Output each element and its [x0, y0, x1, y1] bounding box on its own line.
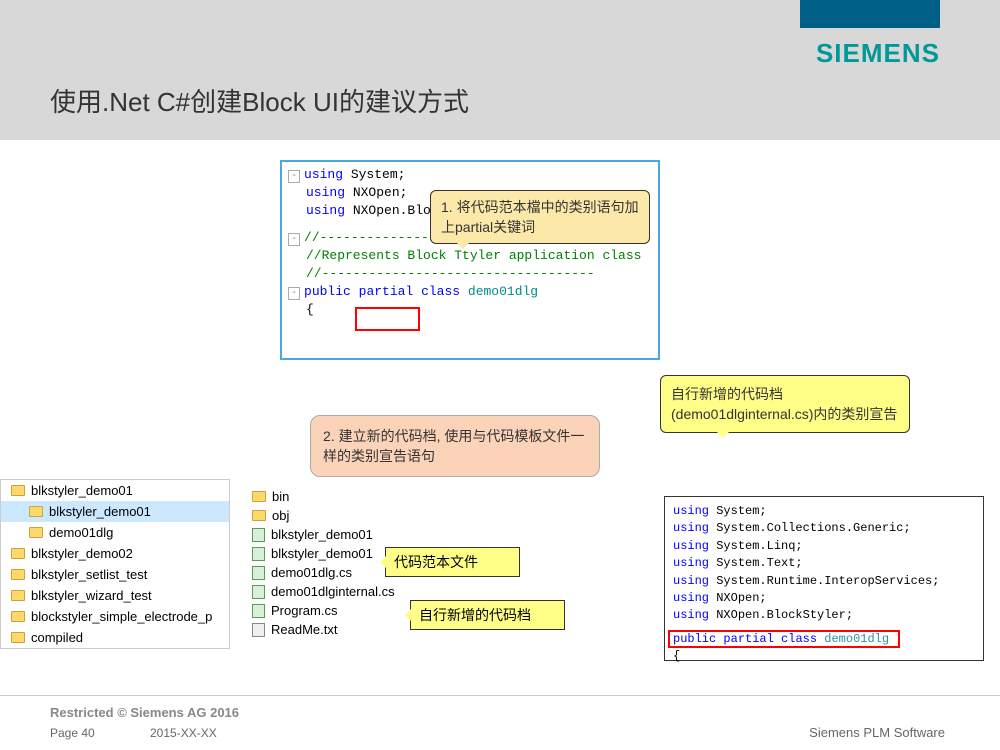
file-icon — [252, 547, 265, 561]
restricted-label: Restricted © Siemens AG 2016 — [50, 705, 239, 720]
folder-icon — [29, 527, 43, 538]
file-icon — [252, 528, 265, 542]
file-list-item[interactable]: Program.cs — [248, 601, 403, 620]
tree-item[interactable]: blkstyler_setlist_test — [1, 564, 229, 585]
folder-icon — [11, 632, 25, 643]
file-icon — [252, 623, 265, 637]
header-band: SIEMENS 使用.Net C#创建Block UI的建议方式 — [0, 0, 1000, 140]
footer-date: 2015-XX-XX — [150, 726, 217, 740]
tree-item[interactable]: compiled — [1, 627, 229, 648]
callout-template-file: 代码范本文件 — [385, 547, 520, 577]
tree-item-label: blkstyler_setlist_test — [31, 567, 147, 582]
page-number: Page 40 — [50, 726, 95, 740]
file-item-label: demo01dlginternal.cs — [271, 584, 395, 599]
file-item-label: bin — [272, 489, 289, 504]
folder-tree[interactable]: blkstyler_demo01 blkstyler_demo01 demo01dl… — [0, 479, 230, 649]
file-list-item[interactable]: demo01dlginternal.cs — [248, 582, 403, 601]
file-list-item[interactable]: blkstyler_demo01 — [248, 525, 403, 544]
file-icon — [252, 566, 265, 580]
file-list-item[interactable]: demo01dlg.cs — [248, 563, 403, 582]
callout-step-2: 2. 建立新的代码档, 使用与代码模板文件一样的类别宣告语句 — [310, 415, 600, 477]
tree-item[interactable]: blkstyler_wizard_test — [1, 585, 229, 606]
brand-accent-block — [800, 0, 940, 28]
highlight-class-declaration — [668, 630, 900, 648]
callout-step-1: 1. 将代码范本檔中的类别语句加上partial关键词 — [430, 190, 650, 244]
tree-item[interactable]: blkstyler_demo02 — [1, 543, 229, 564]
folder-icon — [11, 569, 25, 580]
file-item-label: blkstyler_demo01 — [271, 546, 373, 561]
footer-plm: Siemens PLM Software — [809, 725, 945, 740]
folder-icon — [11, 611, 25, 622]
tree-item[interactable]: demo01dlg — [1, 522, 229, 543]
file-icon — [252, 585, 265, 599]
file-item-label: blkstyler_demo01 — [271, 527, 373, 542]
file-list[interactable]: bin obj blkstyler_demo01 blkstyler_demo01de… — [248, 487, 403, 639]
tree-item-label: blockstyler_simple_electrode_p — [31, 609, 212, 624]
tree-item[interactable]: blkstyler_demo01 — [1, 480, 229, 501]
tree-item-label: blkstyler_demo01 — [49, 504, 151, 519]
tree-item[interactable]: blkstyler_demo01 — [1, 501, 229, 522]
file-list-item[interactable]: bin — [248, 487, 403, 506]
folder-icon — [11, 590, 25, 601]
file-item-label: ReadMe.txt — [271, 622, 337, 637]
tree-item-label: blkstyler_wizard_test — [31, 588, 152, 603]
folder-icon — [11, 548, 25, 559]
callout-internal-file: 自行新增的代码档(demo01dlginternal.cs)内的类别宣告 — [660, 375, 910, 433]
tree-item-label: blkstyler_demo01 — [31, 483, 133, 498]
folder-icon — [11, 485, 25, 496]
folder-icon — [29, 506, 43, 517]
slide-title: 使用.Net C#创建Block UI的建议方式 — [50, 82, 469, 119]
brand-logo: SIEMENS — [816, 38, 940, 69]
highlight-partial-keyword — [355, 307, 420, 331]
file-list-item[interactable]: obj — [248, 506, 403, 525]
tree-item[interactable]: blockstyler_simple_electrode_p — [1, 606, 229, 627]
file-list-item[interactable]: blkstyler_demo01 — [248, 544, 403, 563]
footer: Restricted © Siemens AG 2016 Page 40 201… — [0, 695, 1000, 750]
folder-icon — [252, 510, 266, 521]
folder-icon — [252, 491, 266, 502]
file-item-label: demo01dlg.cs — [271, 565, 352, 580]
file-list-item[interactable]: ReadMe.txt — [248, 620, 403, 639]
file-item-label: Program.cs — [271, 603, 337, 618]
file-item-label: obj — [272, 508, 289, 523]
file-icon — [252, 604, 265, 618]
tree-item-label: blkstyler_demo02 — [31, 546, 133, 561]
callout-new-file: 自行新增的代码档 — [410, 600, 565, 630]
tree-item-label: compiled — [31, 630, 83, 645]
tree-item-label: demo01dlg — [49, 525, 113, 540]
